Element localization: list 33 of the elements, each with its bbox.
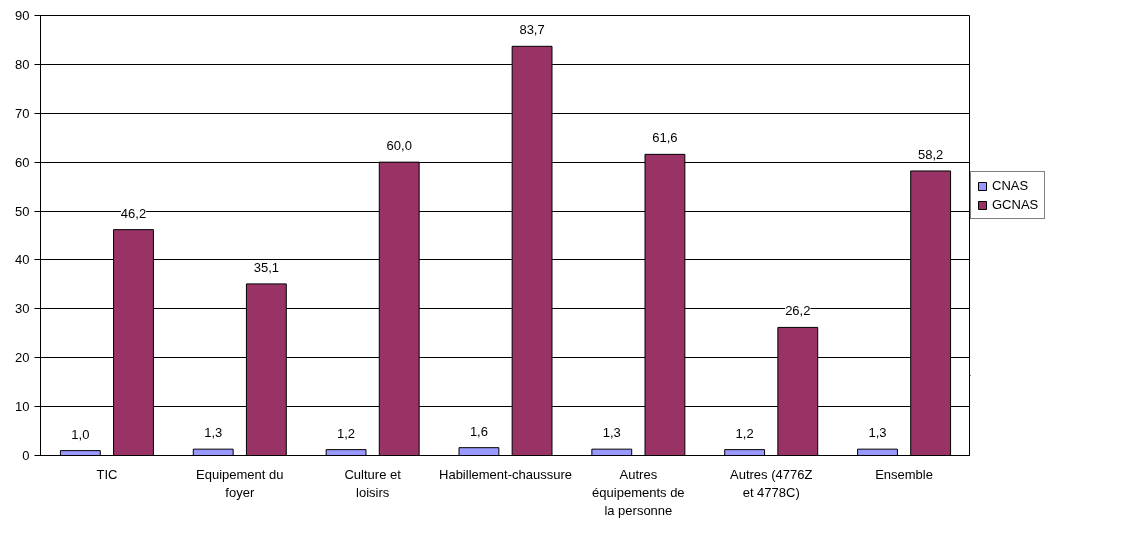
- data-label: 1,0: [71, 426, 90, 442]
- y-tick-label: 70: [15, 105, 30, 121]
- data-label: 60,0: [386, 138, 412, 154]
- y-tick-label: 80: [15, 56, 30, 72]
- data-label: 61,6: [652, 130, 678, 146]
- data-label: 1,3: [602, 425, 621, 441]
- x-tick-label: Equipement du foyer: [196, 466, 284, 500]
- x-tick-label: Autres équipements de la personne: [592, 466, 685, 518]
- data-label: 1,3: [204, 425, 223, 441]
- data-label: 1,3: [868, 425, 887, 441]
- legend-label: CNAS: [992, 178, 1029, 193]
- x-tick-label: TIC: [96, 466, 118, 482]
- y-tick-label: 10: [15, 399, 30, 415]
- data-label: 1,6: [469, 423, 488, 439]
- data-label: 1,2: [735, 425, 754, 441]
- x-tick-label: Habillement-chaussure: [439, 466, 572, 482]
- y-tick-label: 90: [15, 8, 30, 23]
- y-tick-label: 60: [15, 154, 30, 170]
- y-tick-label: 20: [15, 350, 30, 366]
- x-tick-label: Culture et loisirs: [344, 466, 402, 500]
- x-tick-label: Autres (4776Z et 4778C): [730, 466, 813, 500]
- data-label: 35,1: [253, 259, 280, 275]
- data-label: 1,2: [337, 425, 356, 441]
- data-label: 58,2: [917, 146, 944, 162]
- data-label: 26,2: [785, 303, 811, 319]
- data-label: 46,2: [120, 205, 147, 221]
- data-label: 83,7: [519, 22, 545, 38]
- y-tick-label: 30: [15, 301, 30, 317]
- legend-label: GCNAS: [992, 197, 1039, 212]
- y-tick-label: 50: [15, 203, 30, 219]
- y-tick-label: 40: [15, 252, 30, 268]
- x-tick-label: Ensemble: [875, 466, 933, 482]
- y-tick-label: 0: [22, 448, 30, 463]
